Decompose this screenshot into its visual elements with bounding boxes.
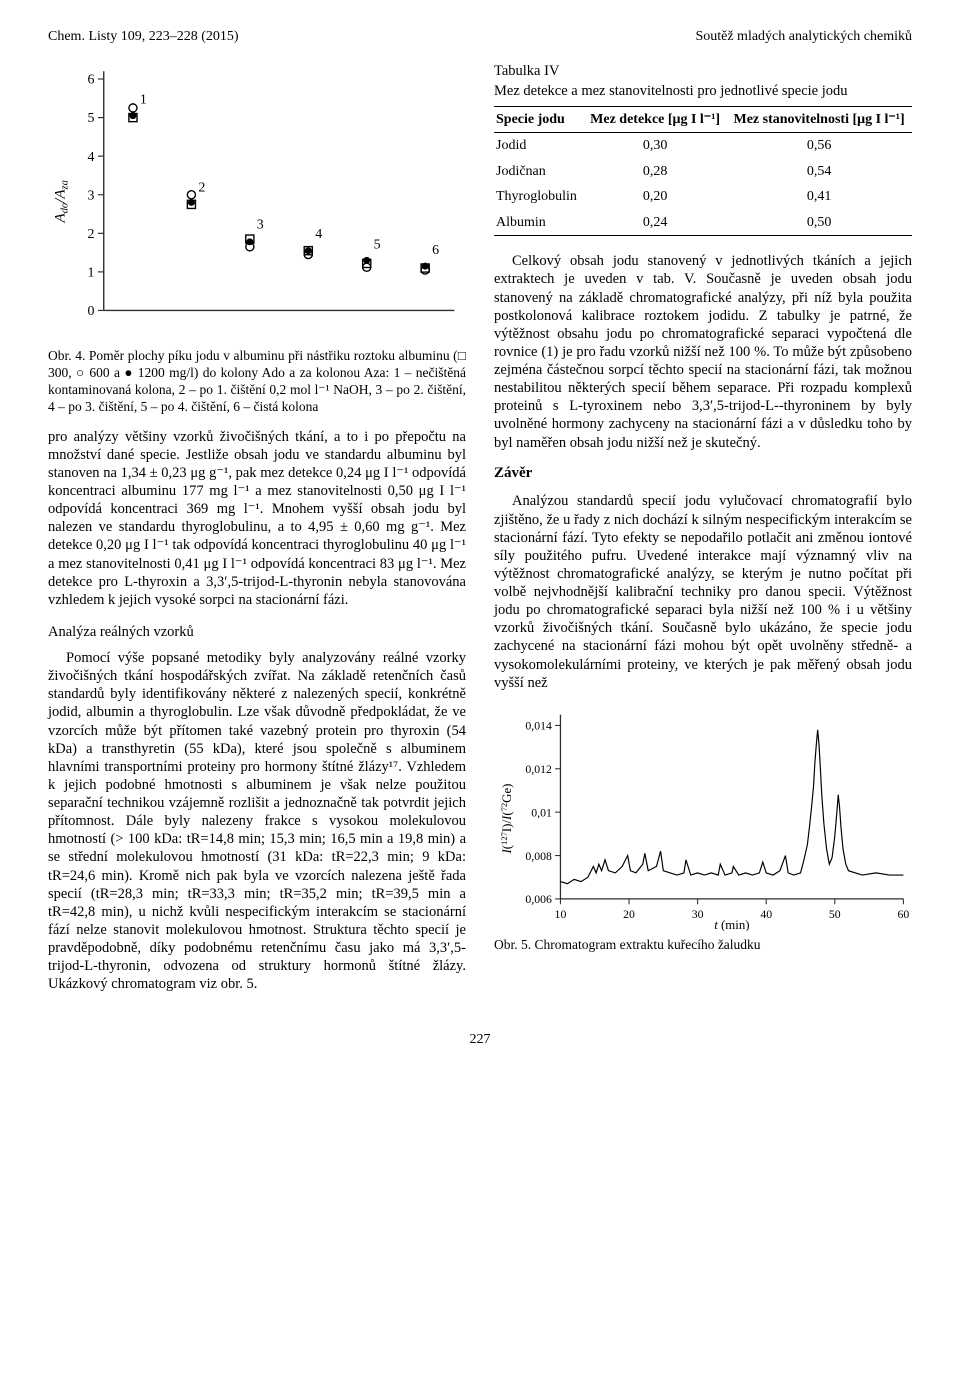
svg-text:2: 2 [87,226,94,241]
header-left: Chem. Listy 109, 223–228 (2015) [48,28,239,46]
svg-text:0,01: 0,01 [531,806,552,819]
zaver-heading: Závěr [494,464,912,483]
table-cell: Jodičnan [494,159,584,185]
svg-text:0,008: 0,008 [525,850,552,863]
table-cell: 0,54 [726,159,912,185]
svg-text:4: 4 [315,226,322,241]
table-row: Jodičnan0,280,54 [494,159,912,185]
svg-text:3: 3 [257,217,264,232]
svg-text:0: 0 [87,304,94,319]
svg-text:10: 10 [555,908,567,921]
svg-text:1: 1 [87,265,94,280]
svg-text:Ado/Aza: Ado/Aza [52,180,70,223]
two-column-layout: 0 1 2 3 4 5 6 Ado/Aza 1 2 3 4 5 6 Obr. 4. Poměr ploch… [48,62,912,1004]
svg-text:6: 6 [432,243,439,258]
fig5-chromatogram: 0,006 0,008 0,01 0,012 0,014 10 20 30 40 50 60 t (m… [494,706,912,931]
svg-text:4: 4 [87,149,94,164]
table-header-row: Specie jodu Mez detekce [μg I l⁻¹] Mez s… [494,106,912,133]
table-cell: Thyroglobulin [494,184,584,210]
table-cell: 0,41 [726,184,912,210]
svg-text:1: 1 [140,92,147,107]
real-samples-heading: Analýza reálných vzorků [48,623,466,641]
table-row: Jodid0,300,56 [494,133,912,159]
right-para-2: Analýzou standardů specií jodu vylučovac… [494,492,912,691]
table4-caption-line2: Mez detekce a mez stanovitelnosti pro je… [494,82,912,100]
fig4-caption: Obr. 4. Poměr plochy píku jodu v albumin… [48,348,466,416]
table-cell: 0,30 [584,133,726,159]
table-col-1: Mez detekce [μg I l⁻¹] [584,106,726,133]
table-cell: 0,28 [584,159,726,185]
table-col-0: Specie jodu [494,106,584,133]
fig5-caption: Obr. 5. Chromatogram extraktu kuřecího ž… [494,937,912,954]
table4-caption-line1: Tabulka IV [494,62,912,80]
svg-text:5: 5 [87,111,94,126]
svg-text:2: 2 [198,180,205,195]
svg-text:t (min): t (min) [714,918,749,931]
svg-text:40: 40 [760,908,772,921]
svg-text:0,012: 0,012 [525,763,552,776]
svg-text:60: 60 [898,908,910,921]
table-cell: 0,20 [584,184,726,210]
table-cell: 0,50 [726,210,912,236]
table-cell: 0,56 [726,133,912,159]
svg-text:0,014: 0,014 [525,719,552,732]
table-cell: Albumin [494,210,584,236]
table-col-2: Mez stanovitelnosti [μg I l⁻¹] [726,106,912,133]
page-header: Chem. Listy 109, 223–228 (2015) Soutěž m… [48,28,912,46]
page-number: 227 [48,1031,912,1049]
table-cell: Jodid [494,133,584,159]
left-para-2: Pomocí výše popsané metodiky byly analyz… [48,649,466,993]
header-right: Soutěž mladých analytických chemiků [695,28,912,46]
table-row: Thyroglobulin0,200,41 [494,184,912,210]
svg-text:6: 6 [87,72,94,87]
svg-text:30: 30 [692,908,704,921]
svg-text:3: 3 [87,188,94,203]
svg-text:I(127I)/I(72Ge): I(127I)/I(72Ge) [499,783,514,854]
svg-text:50: 50 [829,908,841,921]
left-column: 0 1 2 3 4 5 6 Ado/Aza 1 2 3 4 5 6 Obr. 4. Poměr ploch… [48,62,466,1004]
fig4-scatter-plot: 0 1 2 3 4 5 6 Ado/Aza 1 2 3 4 5 6 [48,62,466,341]
svg-text:0,006: 0,006 [525,893,552,906]
left-para-1: pro analýzy většiny vzorků živočišných t… [48,428,466,609]
right-column: Tabulka IV Mez detekce a mez stanoviteln… [494,62,912,1004]
table4: Specie jodu Mez detekce [μg I l⁻¹] Mez s… [494,106,912,237]
svg-text:20: 20 [623,908,635,921]
table-cell: 0,24 [584,210,726,236]
chrom-svg: 0,006 0,008 0,01 0,012 0,014 10 20 30 40 50 60 t (m… [494,706,912,931]
scatter-svg: 0 1 2 3 4 5 6 Ado/Aza 1 2 3 4 5 6 [48,62,466,341]
right-para-1: Celkový obsah jodu stanovený v jednotliv… [494,252,912,451]
table-row: Albumin0,240,50 [494,210,912,236]
svg-text:5: 5 [374,237,381,252]
